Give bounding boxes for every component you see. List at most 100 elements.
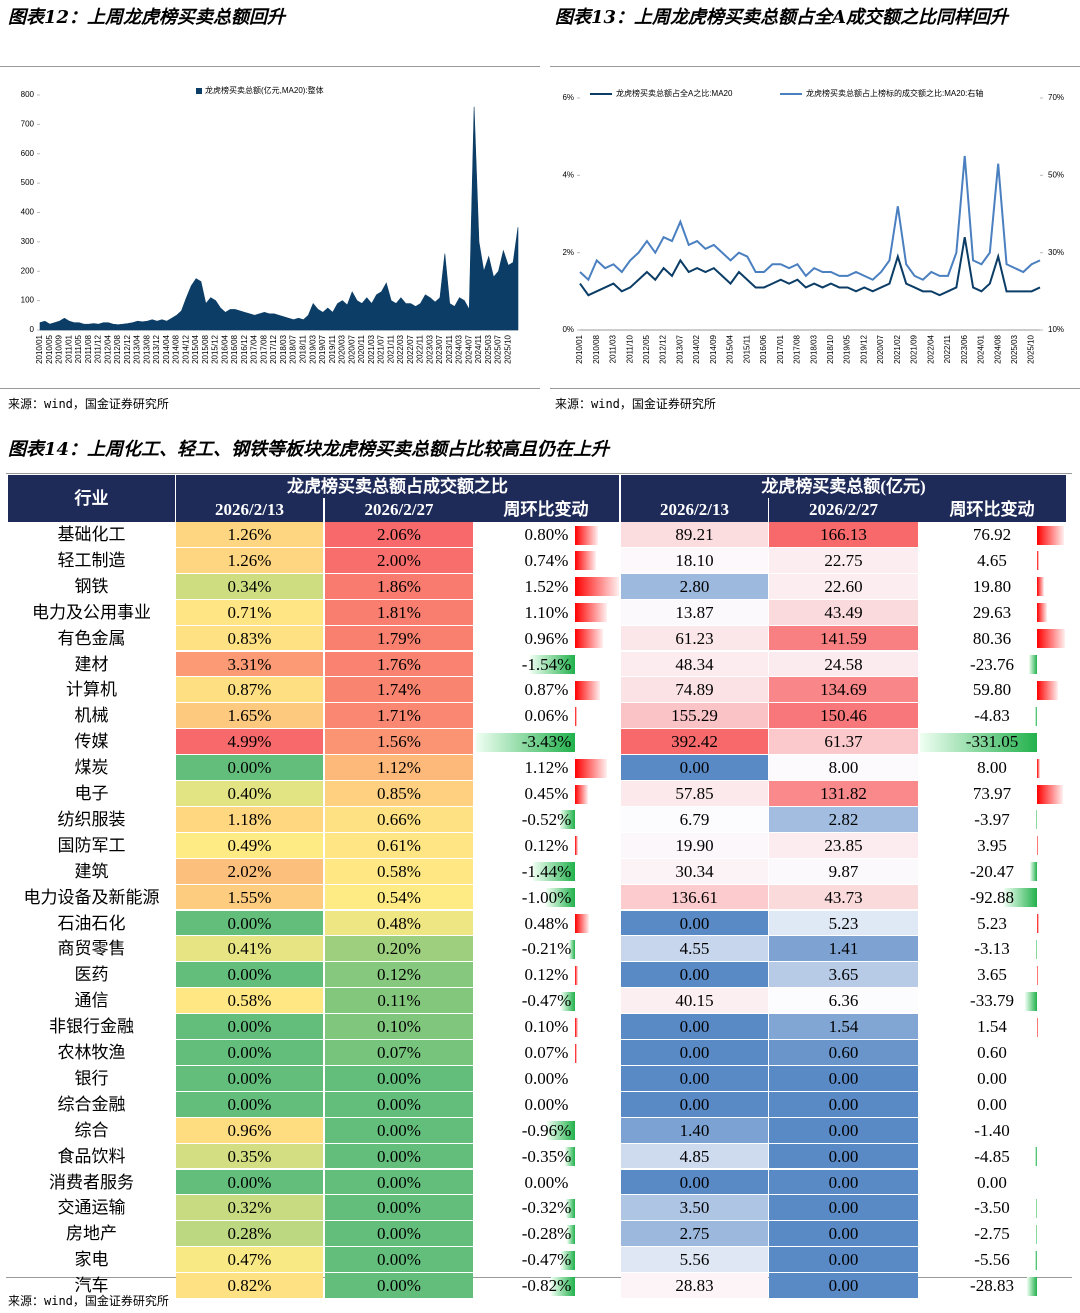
data-cell: 0.00% bbox=[473, 1066, 620, 1092]
x-tick-label: 2010/01 bbox=[35, 334, 44, 363]
rule bbox=[0, 388, 540, 389]
data-cell: 73.97 bbox=[918, 781, 1066, 807]
data-bar bbox=[575, 836, 579, 856]
data-cell: 13.87 bbox=[621, 599, 768, 626]
data-cell: 0.00% bbox=[325, 1273, 473, 1299]
cell-text: 2.80 bbox=[679, 576, 710, 596]
rule bbox=[0, 66, 540, 67]
figure-title: 图表12：上周龙虎榜买卖总额回升 bbox=[8, 7, 286, 28]
cell-text: 3.95 bbox=[977, 835, 1007, 855]
header-cell: 行业 bbox=[8, 475, 175, 522]
cell-text: 0.00% bbox=[227, 965, 272, 985]
cell-text: 2.00% bbox=[377, 550, 421, 570]
data-cell: 0.12% bbox=[325, 962, 473, 989]
cell-text: 0.07% bbox=[377, 1043, 421, 1062]
cell-text: 1.26% bbox=[227, 550, 272, 570]
data-bar bbox=[575, 525, 599, 545]
row-label: 计算机 bbox=[8, 677, 175, 703]
cell-text: -0.32% bbox=[521, 1198, 572, 1218]
cell-text: 0.85% bbox=[377, 784, 421, 803]
data-cell: -0.32% bbox=[473, 1195, 620, 1221]
cell-text: 2.82 bbox=[828, 809, 859, 829]
cell-text: 155.29 bbox=[671, 706, 718, 726]
data-bar bbox=[575, 965, 579, 985]
cell-text: 房地产 bbox=[66, 1224, 117, 1244]
column-header: 周环比变动 bbox=[918, 498, 1066, 522]
cell-text: 0.66% bbox=[377, 809, 421, 829]
row-label: 石油石化 bbox=[8, 911, 175, 937]
cell-text: 5.56 bbox=[679, 1250, 710, 1270]
x-tick-label: 2019/05 bbox=[843, 334, 852, 363]
x-tick-label: 2018/10 bbox=[826, 334, 835, 363]
x-tick-label: 2010/05 bbox=[45, 334, 54, 363]
cell-text: 1.40 bbox=[679, 1120, 710, 1140]
data-cell: 1.41 bbox=[769, 936, 918, 963]
cell-text: -1.00% bbox=[521, 887, 572, 907]
cell-text: 9.87 bbox=[828, 861, 859, 881]
group-header: 龙虎榜买卖总额(亿元) bbox=[621, 475, 1066, 498]
data-cell: 0.00 bbox=[769, 1065, 918, 1092]
data-cell: -331.05 bbox=[918, 729, 1066, 755]
data-cell: 0.00 bbox=[621, 1040, 768, 1066]
row-label: 汽车 bbox=[8, 1273, 175, 1299]
data-cell: 2.75 bbox=[621, 1221, 768, 1248]
x-tick-label: 2025/10 bbox=[503, 334, 512, 363]
row-label: 通信 bbox=[8, 988, 175, 1014]
cell-text: 0.00 bbox=[828, 1198, 859, 1218]
x-tick-label: 2012/05 bbox=[642, 334, 651, 363]
data-cell: 59.80 bbox=[918, 677, 1066, 703]
cell-text: 1.86% bbox=[377, 576, 421, 596]
data-cell: 0.35% bbox=[176, 1143, 323, 1170]
row-label: 纺织服装 bbox=[8, 807, 175, 833]
x-tick-label: 2018/03 bbox=[279, 334, 288, 363]
cell-text: 76.92 bbox=[972, 525, 1012, 544]
data-cell: 0.07% bbox=[473, 1040, 620, 1066]
x-tick-label: 2022/04 bbox=[926, 334, 935, 363]
chart: 0% 2% 4% 6% 10% 30% 50% 70% 2010/01 2010/08 2011/0… bbox=[562, 88, 1064, 364]
data-cell: 0.00% bbox=[176, 1040, 323, 1066]
cell-text: 2.06% bbox=[377, 525, 421, 544]
x-tick-label: 2018/03 bbox=[809, 334, 818, 363]
cell-text: 57.85 bbox=[675, 784, 714, 803]
data-cell: 18.10 bbox=[621, 547, 768, 574]
x-tick-label: 2025/10 bbox=[1027, 334, 1036, 363]
cell-text: 0.00% bbox=[377, 1198, 421, 1218]
column-header: 2026/2/27 bbox=[769, 498, 918, 522]
cell-text: -0.35% bbox=[521, 1146, 572, 1166]
group-header: 龙虎榜买卖总额占成交额之比 bbox=[176, 475, 619, 498]
cell-text: 0.00 bbox=[977, 1094, 1007, 1114]
data-cell: 0.00% bbox=[325, 1169, 473, 1196]
cell-text: 基础化工 bbox=[57, 525, 126, 544]
cell-text: 电力及公用事业 bbox=[32, 602, 151, 622]
data-cell: 0.00% bbox=[176, 962, 323, 989]
cell-text: 电力设备及新能源 bbox=[23, 887, 160, 907]
cell-text: 煤炭 bbox=[74, 758, 109, 778]
cell-text: 0.00% bbox=[377, 1224, 421, 1244]
cell-text: 汽车 bbox=[74, 1276, 109, 1296]
data-cell: 80.36 bbox=[918, 626, 1066, 652]
cell-text: -0.47% bbox=[521, 1250, 572, 1270]
data-bar bbox=[1028, 655, 1037, 674]
cell-text: 食品饮料 bbox=[57, 1146, 126, 1166]
y-tick-label: 4% bbox=[562, 170, 574, 179]
cell-text: 2026/2/27 bbox=[809, 500, 878, 519]
cell-text: 43.49 bbox=[824, 602, 863, 622]
figure-title: 图表13：上周龙虎榜买卖总额占全A成交额之比同样回升 bbox=[555, 7, 1009, 28]
cell-text: 周环比变动 bbox=[949, 500, 1035, 519]
cell-text: 0.00 bbox=[828, 1224, 859, 1244]
cell-text: 0.00 bbox=[679, 965, 710, 985]
data-cell: 1.10% bbox=[473, 600, 620, 626]
legend-label: 龙虎榜买卖总额占全A之比:MA20 bbox=[616, 88, 733, 98]
data-cell: 3.95 bbox=[918, 833, 1066, 859]
data-cell: 1.54 bbox=[918, 1014, 1066, 1040]
data-cell: 0.83% bbox=[176, 625, 323, 652]
y2-tick-label: 70% bbox=[1048, 93, 1064, 102]
cell-text: 0.48% bbox=[377, 913, 421, 933]
cell-text: 43.73 bbox=[824, 887, 863, 907]
column-header: 2026/2/13 bbox=[621, 498, 768, 522]
data-cell: 0.00 bbox=[918, 1170, 1066, 1196]
data-bar bbox=[1037, 603, 1048, 623]
data-cell: 2.06% bbox=[325, 522, 473, 548]
data-cell: 1.65% bbox=[176, 703, 323, 730]
data-cell: 0.96% bbox=[473, 626, 620, 652]
